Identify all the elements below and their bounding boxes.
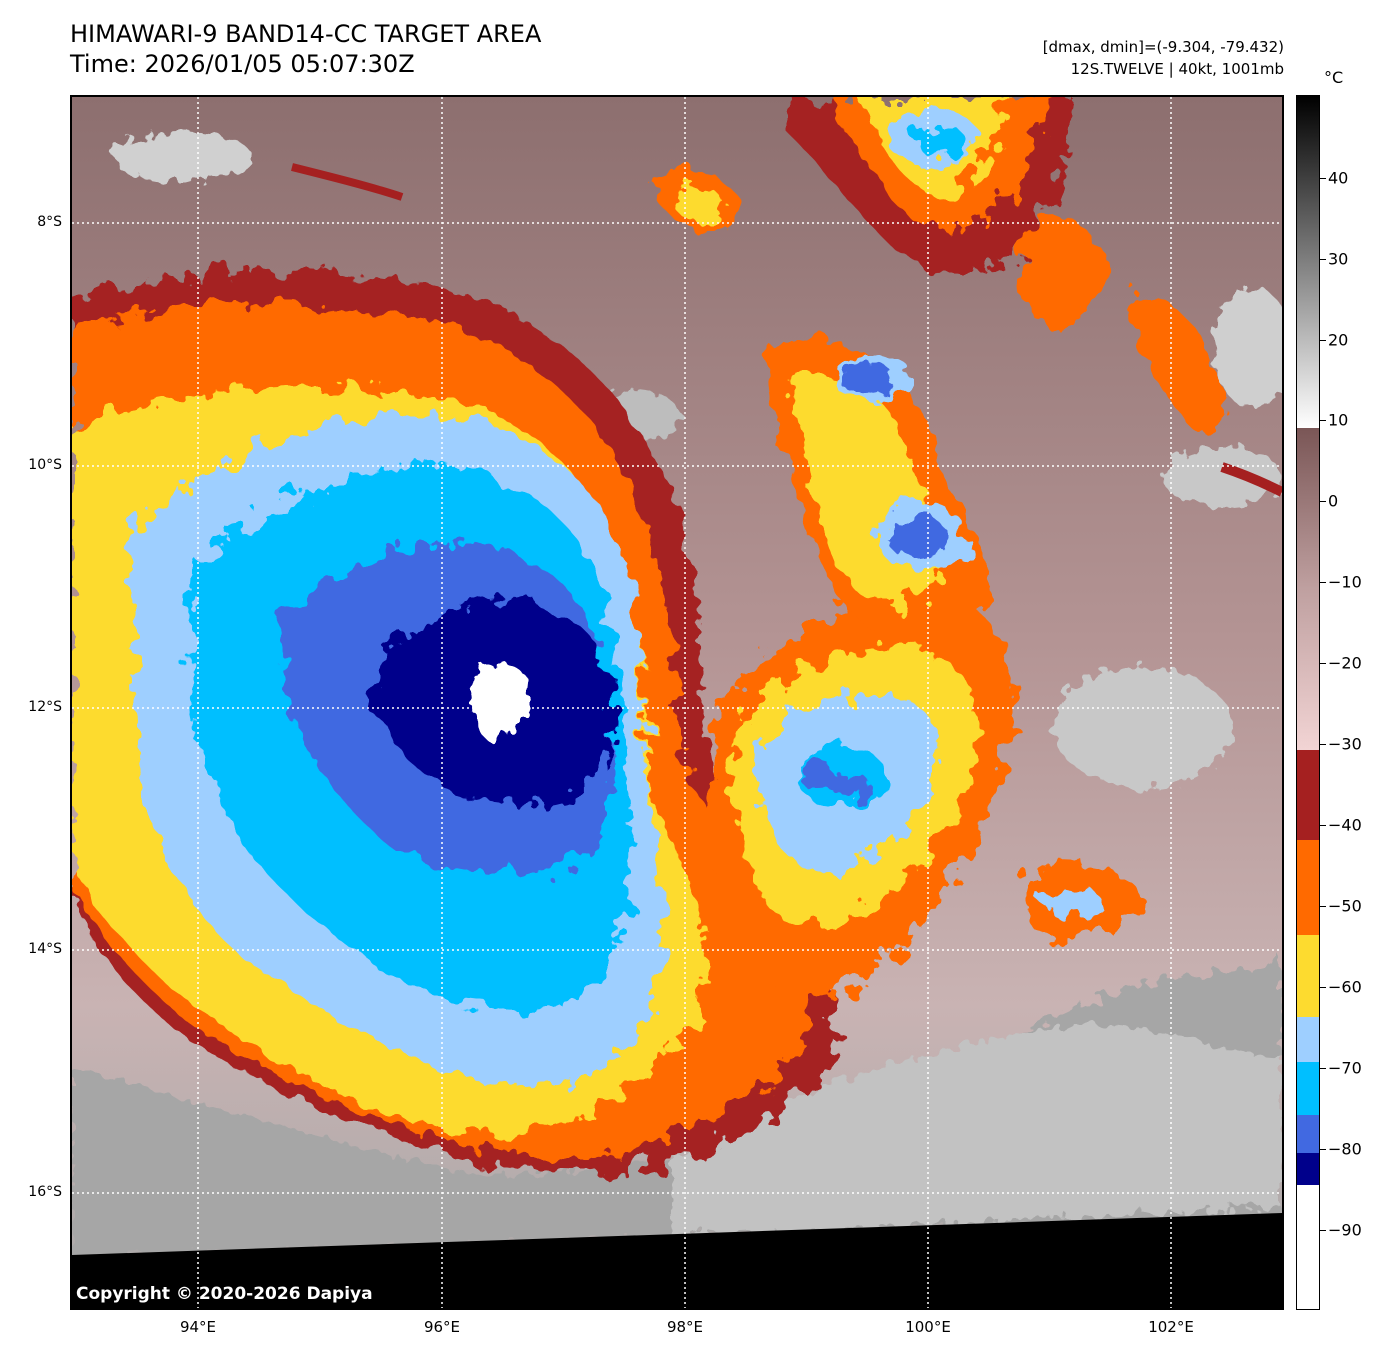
lat-label-12s: 12°S bbox=[28, 699, 62, 715]
data-range: [dmax, dmin]=(-9.304, -79.432) bbox=[1042, 38, 1284, 56]
figure-title: HIMAWARI-9 BAND14-CC TARGET AREA bbox=[70, 20, 542, 48]
lat-label-10s: 10°S bbox=[28, 457, 62, 473]
lon-label-98e: 98°E bbox=[666, 1318, 704, 1336]
colorbar-tick-10: 10 bbox=[1328, 410, 1349, 430]
graticule bbox=[72, 97, 1282, 1308]
colorbar-tick-minus30: −30 bbox=[1328, 734, 1362, 754]
colorbar-tick-0: 0 bbox=[1328, 491, 1339, 511]
colorbar-tick-minus90: −90 bbox=[1328, 1220, 1362, 1240]
colorbar-tick-minus50: −50 bbox=[1328, 896, 1362, 916]
colorbar-tick-minus10: −10 bbox=[1328, 572, 1362, 592]
ir-imagery bbox=[72, 97, 1282, 1308]
colorbar bbox=[1296, 95, 1320, 1310]
colorbar-tick-20: 20 bbox=[1328, 330, 1349, 350]
colorbar-tick-minus40: −40 bbox=[1328, 815, 1362, 835]
colorbar-tick-minus60: −60 bbox=[1328, 977, 1362, 997]
satellite-map: Copyright © 2020-2026 Dapiya bbox=[70, 95, 1284, 1310]
colorbar-tick-30: 30 bbox=[1328, 249, 1349, 269]
lon-label-102e: 102°E bbox=[1148, 1318, 1194, 1336]
lat-label-8s: 8°S bbox=[37, 214, 62, 230]
lon-label-94e: 94°E bbox=[179, 1318, 217, 1336]
lat-label-16s: 16°S bbox=[28, 1184, 62, 1200]
copyright-text: Copyright © 2020-2026 Dapiya bbox=[76, 1284, 373, 1304]
colorbar-tick-minus20: −20 bbox=[1328, 653, 1362, 673]
colorbar-tick-40: 40 bbox=[1328, 168, 1349, 188]
lat-label-14s: 14°S bbox=[28, 941, 62, 957]
figure-time: Time: 2026/01/05 05:07:30Z bbox=[70, 50, 415, 78]
colorbar-unit: °C bbox=[1324, 68, 1344, 87]
colorbar-tick-minus70: −70 bbox=[1328, 1058, 1362, 1078]
storm-info: 12S.TWELVE | 40kt, 1001mb bbox=[1070, 60, 1284, 78]
colorbar-tick-minus80: −80 bbox=[1328, 1139, 1362, 1159]
lon-label-96e: 96°E bbox=[423, 1318, 461, 1336]
lon-label-100e: 100°E bbox=[905, 1318, 951, 1336]
